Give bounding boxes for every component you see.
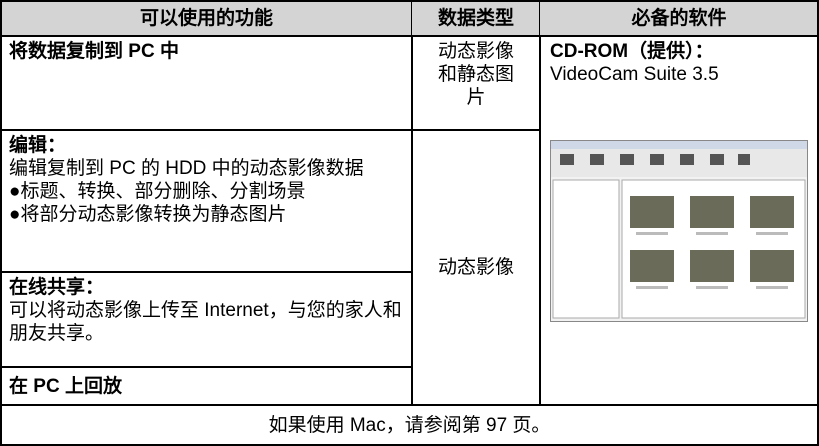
function-description: 编辑复制到 PC 的 HDD 中的动态影像数据: [9, 158, 364, 179]
function-title: 将数据复制到 PC 中: [9, 41, 179, 62]
function-title: 在 PC 上回放: [9, 375, 122, 397]
bullet: ●将部分动态影像转换为静态图片: [9, 204, 287, 225]
software-name: VideoCam Suite 3.5: [550, 64, 719, 85]
function-cell: 在 PC 上回放: [0, 366, 413, 406]
bullet: ●标题、转换、部分删除、分割场景: [9, 181, 306, 202]
data-type-cell: 动态影像: [411, 129, 541, 406]
function-title: 编辑：: [9, 135, 67, 156]
footer-cell: 如果使用 Mac，请参阅第 97 页。: [0, 404, 819, 446]
software-title: CD-ROM（提供）：: [550, 41, 714, 62]
data-type: 动态影像和静态图片: [437, 41, 514, 108]
data-type: 动态影像: [437, 257, 514, 278]
function-cell: 编辑： 编辑复制到 PC 的 HDD 中的动态影像数据 ●标题、转换、部分删除、…: [0, 129, 413, 273]
function-description: 可以将动态影像上传至 Internet，与您的家人和朋友共享。: [9, 300, 402, 344]
header-cell: 数据类型: [411, 0, 541, 37]
footer-note: 如果使用 Mac，请参阅第 97 页。: [268, 414, 551, 436]
software-screenshot: [550, 140, 808, 322]
software-cell: CD-ROM（提供）： VideoCam Suite 3.5: [539, 35, 819, 406]
header-cell: 可以使用的功能: [0, 0, 413, 37]
header-cell: 必备的软件: [539, 0, 819, 37]
data-type-cell: 动态影像和静态图片: [411, 35, 541, 131]
function-title: 在线共享：: [9, 277, 105, 298]
function-cell: 在线共享： 可以将动态影像上传至 Internet，与您的家人和朋友共享。: [0, 271, 413, 368]
function-cell: 将数据复制到 PC 中: [0, 35, 413, 131]
